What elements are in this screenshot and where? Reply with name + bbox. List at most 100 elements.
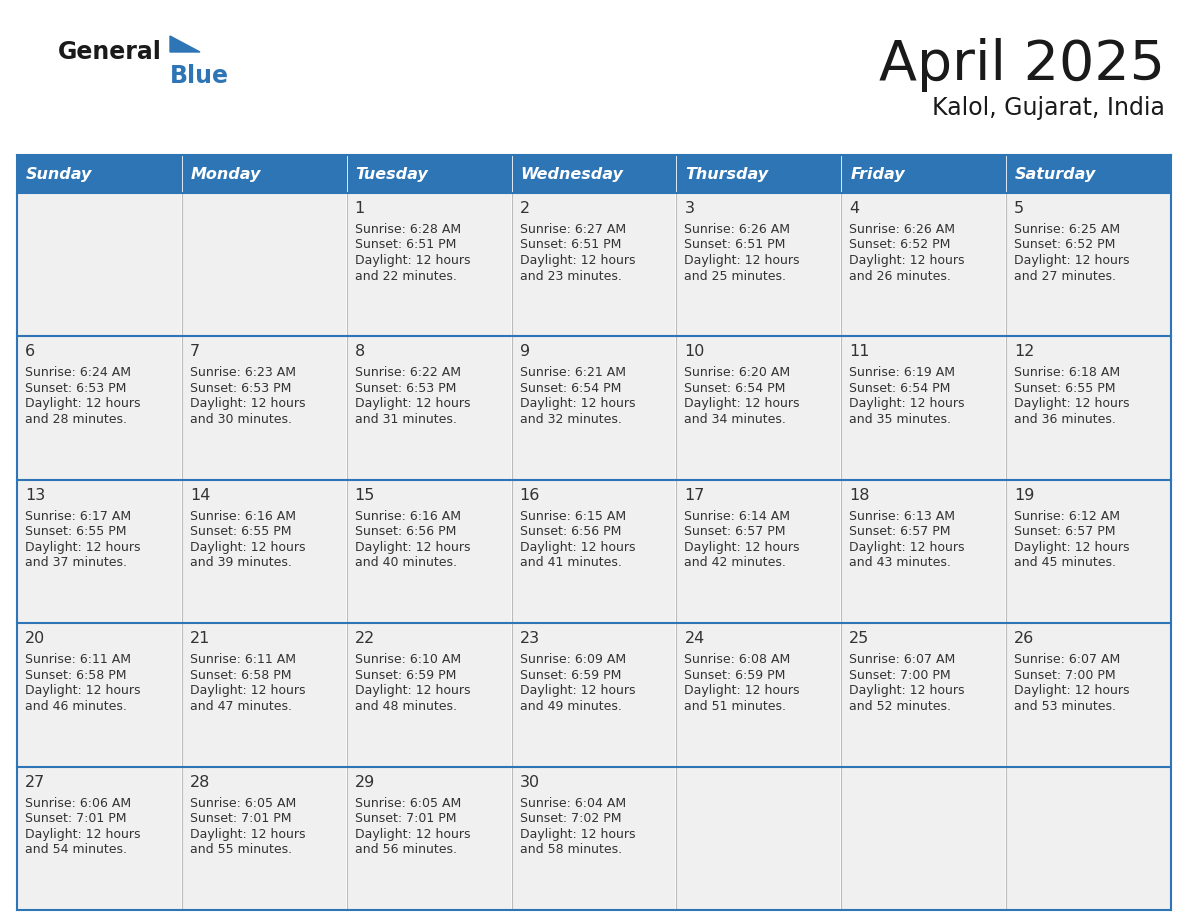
Text: Sunset: 6:52 PM: Sunset: 6:52 PM bbox=[849, 239, 950, 252]
Text: Sunrise: 6:22 AM: Sunrise: 6:22 AM bbox=[355, 366, 461, 379]
Text: 20: 20 bbox=[25, 632, 45, 646]
Text: Tuesday: Tuesday bbox=[355, 166, 429, 182]
Polygon shape bbox=[170, 36, 200, 52]
Bar bbox=[182, 767, 347, 910]
Text: 8: 8 bbox=[355, 344, 365, 360]
Bar bbox=[512, 767, 676, 910]
Text: Daylight: 12 hours: Daylight: 12 hours bbox=[355, 254, 470, 267]
Text: Daylight: 12 hours: Daylight: 12 hours bbox=[684, 541, 800, 554]
Text: Sunrise: 6:15 AM: Sunrise: 6:15 AM bbox=[519, 509, 626, 522]
Text: Sunset: 7:01 PM: Sunset: 7:01 PM bbox=[190, 812, 291, 825]
Text: 18: 18 bbox=[849, 487, 870, 503]
Text: 1: 1 bbox=[355, 201, 365, 216]
Text: Friday: Friday bbox=[851, 166, 905, 182]
Text: Daylight: 12 hours: Daylight: 12 hours bbox=[519, 541, 636, 554]
Bar bbox=[182, 480, 347, 623]
Text: Daylight: 12 hours: Daylight: 12 hours bbox=[1015, 541, 1130, 554]
Text: 7: 7 bbox=[190, 344, 200, 360]
Text: and 56 minutes.: and 56 minutes. bbox=[355, 843, 456, 856]
Text: Sunset: 6:54 PM: Sunset: 6:54 PM bbox=[684, 382, 785, 395]
Bar bbox=[512, 193, 676, 336]
Bar bbox=[512, 480, 676, 623]
Text: 16: 16 bbox=[519, 487, 541, 503]
Bar bbox=[1006, 193, 1171, 336]
Text: 15: 15 bbox=[355, 487, 375, 503]
Text: Sunrise: 6:13 AM: Sunrise: 6:13 AM bbox=[849, 509, 955, 522]
Text: Sunrise: 6:26 AM: Sunrise: 6:26 AM bbox=[849, 223, 955, 236]
Text: Sunrise: 6:27 AM: Sunrise: 6:27 AM bbox=[519, 223, 626, 236]
Text: Sunset: 7:02 PM: Sunset: 7:02 PM bbox=[519, 812, 621, 825]
Text: Sunset: 6:58 PM: Sunset: 6:58 PM bbox=[190, 668, 291, 682]
Text: Daylight: 12 hours: Daylight: 12 hours bbox=[519, 828, 636, 841]
Text: and 55 minutes.: and 55 minutes. bbox=[190, 843, 292, 856]
Bar bbox=[17, 193, 182, 336]
Text: and 45 minutes.: and 45 minutes. bbox=[1015, 556, 1117, 569]
Text: Sunrise: 6:17 AM: Sunrise: 6:17 AM bbox=[25, 509, 131, 522]
Text: 11: 11 bbox=[849, 344, 870, 360]
Text: 5: 5 bbox=[1015, 201, 1024, 216]
Text: Daylight: 12 hours: Daylight: 12 hours bbox=[355, 828, 470, 841]
Text: Sunrise: 6:05 AM: Sunrise: 6:05 AM bbox=[355, 797, 461, 810]
Text: 14: 14 bbox=[190, 487, 210, 503]
Text: 28: 28 bbox=[190, 775, 210, 789]
Bar bbox=[17, 767, 182, 910]
Bar bbox=[676, 480, 841, 623]
Text: Sunset: 6:54 PM: Sunset: 6:54 PM bbox=[519, 382, 621, 395]
Text: and 28 minutes.: and 28 minutes. bbox=[25, 413, 127, 426]
Text: Sunset: 6:53 PM: Sunset: 6:53 PM bbox=[190, 382, 291, 395]
Text: Daylight: 12 hours: Daylight: 12 hours bbox=[25, 541, 140, 554]
Bar bbox=[841, 767, 1006, 910]
Text: and 42 minutes.: and 42 minutes. bbox=[684, 556, 786, 569]
Text: and 43 minutes.: and 43 minutes. bbox=[849, 556, 952, 569]
Text: 27: 27 bbox=[25, 775, 45, 789]
Text: Sunrise: 6:23 AM: Sunrise: 6:23 AM bbox=[190, 366, 296, 379]
Text: and 27 minutes.: and 27 minutes. bbox=[1015, 270, 1117, 283]
Text: Daylight: 12 hours: Daylight: 12 hours bbox=[190, 828, 305, 841]
Bar bbox=[347, 767, 512, 910]
Text: Sunday: Sunday bbox=[26, 166, 93, 182]
Text: and 52 minutes.: and 52 minutes. bbox=[849, 700, 952, 712]
Text: Blue: Blue bbox=[170, 64, 229, 88]
Text: and 22 minutes.: and 22 minutes. bbox=[355, 270, 456, 283]
Text: Sunrise: 6:26 AM: Sunrise: 6:26 AM bbox=[684, 223, 790, 236]
Text: and 58 minutes.: and 58 minutes. bbox=[519, 843, 621, 856]
Bar bbox=[841, 623, 1006, 767]
Text: Daylight: 12 hours: Daylight: 12 hours bbox=[25, 397, 140, 410]
Text: 26: 26 bbox=[1015, 632, 1035, 646]
Bar bbox=[1006, 480, 1171, 623]
Text: Sunrise: 6:12 AM: Sunrise: 6:12 AM bbox=[1015, 509, 1120, 522]
Text: 2: 2 bbox=[519, 201, 530, 216]
Text: Sunrise: 6:28 AM: Sunrise: 6:28 AM bbox=[355, 223, 461, 236]
Text: Daylight: 12 hours: Daylight: 12 hours bbox=[190, 397, 305, 410]
Text: Sunrise: 6:20 AM: Sunrise: 6:20 AM bbox=[684, 366, 790, 379]
Text: 21: 21 bbox=[190, 632, 210, 646]
Text: and 48 minutes.: and 48 minutes. bbox=[355, 700, 456, 712]
Text: Daylight: 12 hours: Daylight: 12 hours bbox=[849, 541, 965, 554]
Bar bbox=[347, 480, 512, 623]
Bar bbox=[676, 767, 841, 910]
Bar bbox=[676, 155, 841, 193]
Text: 24: 24 bbox=[684, 632, 704, 646]
Bar bbox=[17, 336, 182, 480]
Text: April 2025: April 2025 bbox=[879, 38, 1165, 92]
Text: and 30 minutes.: and 30 minutes. bbox=[190, 413, 292, 426]
Text: Sunset: 6:55 PM: Sunset: 6:55 PM bbox=[190, 525, 291, 538]
Text: Saturday: Saturday bbox=[1015, 166, 1097, 182]
Bar bbox=[512, 155, 676, 193]
Text: Sunset: 6:59 PM: Sunset: 6:59 PM bbox=[519, 668, 621, 682]
Text: Daylight: 12 hours: Daylight: 12 hours bbox=[684, 684, 800, 697]
Text: Daylight: 12 hours: Daylight: 12 hours bbox=[849, 254, 965, 267]
Text: Sunset: 6:52 PM: Sunset: 6:52 PM bbox=[1015, 239, 1116, 252]
Bar bbox=[1006, 336, 1171, 480]
Bar bbox=[17, 155, 182, 193]
Text: Sunrise: 6:05 AM: Sunrise: 6:05 AM bbox=[190, 797, 296, 810]
Text: 17: 17 bbox=[684, 487, 704, 503]
Text: Sunset: 6:59 PM: Sunset: 6:59 PM bbox=[684, 668, 785, 682]
Text: and 51 minutes.: and 51 minutes. bbox=[684, 700, 786, 712]
Text: Sunrise: 6:06 AM: Sunrise: 6:06 AM bbox=[25, 797, 131, 810]
Text: and 36 minutes.: and 36 minutes. bbox=[1015, 413, 1116, 426]
Text: and 53 minutes.: and 53 minutes. bbox=[1015, 700, 1117, 712]
Text: and 37 minutes.: and 37 minutes. bbox=[25, 556, 127, 569]
Text: and 46 minutes.: and 46 minutes. bbox=[25, 700, 127, 712]
Text: Sunset: 6:53 PM: Sunset: 6:53 PM bbox=[25, 382, 126, 395]
